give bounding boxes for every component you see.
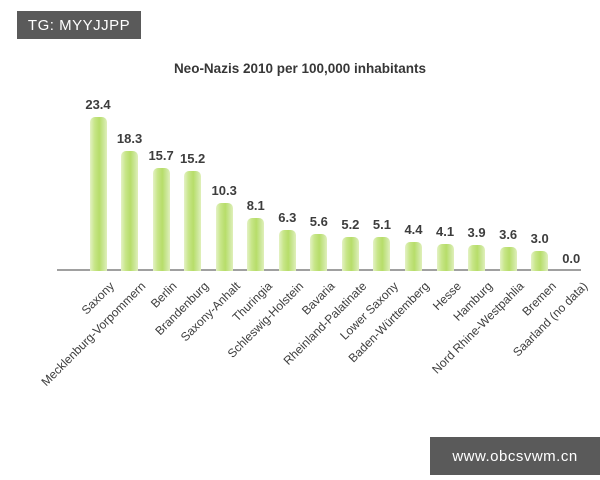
bar [247, 218, 265, 271]
bar [531, 251, 549, 271]
bar-value-label: 15.2 [179, 151, 206, 166]
chart-title: Neo-Nazis 2010 per 100,000 inhabitants [173, 61, 427, 76]
bar [215, 203, 233, 271]
bar-value-label: 4.4 [404, 222, 423, 237]
bar-value-label: 18.3 [116, 131, 143, 146]
watermark-top-text: TG: MYYJJPP [27, 16, 131, 34]
bar [373, 237, 391, 271]
bar-value-label: 5.6 [309, 214, 328, 229]
watermark-bottom-badge: www.obcsvwm.cn [430, 437, 600, 475]
bar-value-label: 5.2 [341, 217, 360, 232]
bar-value-label: 0.0 [562, 251, 581, 266]
bar [184, 171, 202, 271]
bar-value-label: 23.4 [85, 97, 111, 112]
watermark-bottom-text: www.obcsvwm.cn [452, 447, 578, 465]
bar [436, 244, 454, 271]
bar-value-label: 3.6 [499, 227, 518, 242]
bar [278, 230, 296, 271]
bar-value-label: 15.7 [148, 148, 174, 163]
bar-value-label: 6.3 [278, 210, 297, 225]
bar [499, 247, 517, 271]
bar-value-label: 3.9 [467, 225, 486, 240]
bar-value-label: 3.0 [530, 231, 549, 246]
bar [89, 117, 107, 271]
watermark-top-badge: TG: MYYJJPP [17, 11, 141, 39]
bar [310, 234, 328, 271]
bar [341, 237, 359, 271]
bar-value-label: 10.3 [211, 183, 237, 198]
bar [405, 242, 422, 271]
bar [121, 151, 139, 271]
bar-value-label: 8.1 [246, 198, 265, 213]
bar-value-label: 5.1 [372, 217, 391, 232]
bar [152, 168, 170, 271]
bar [468, 245, 486, 271]
bar-value-label: 4.1 [436, 224, 455, 239]
